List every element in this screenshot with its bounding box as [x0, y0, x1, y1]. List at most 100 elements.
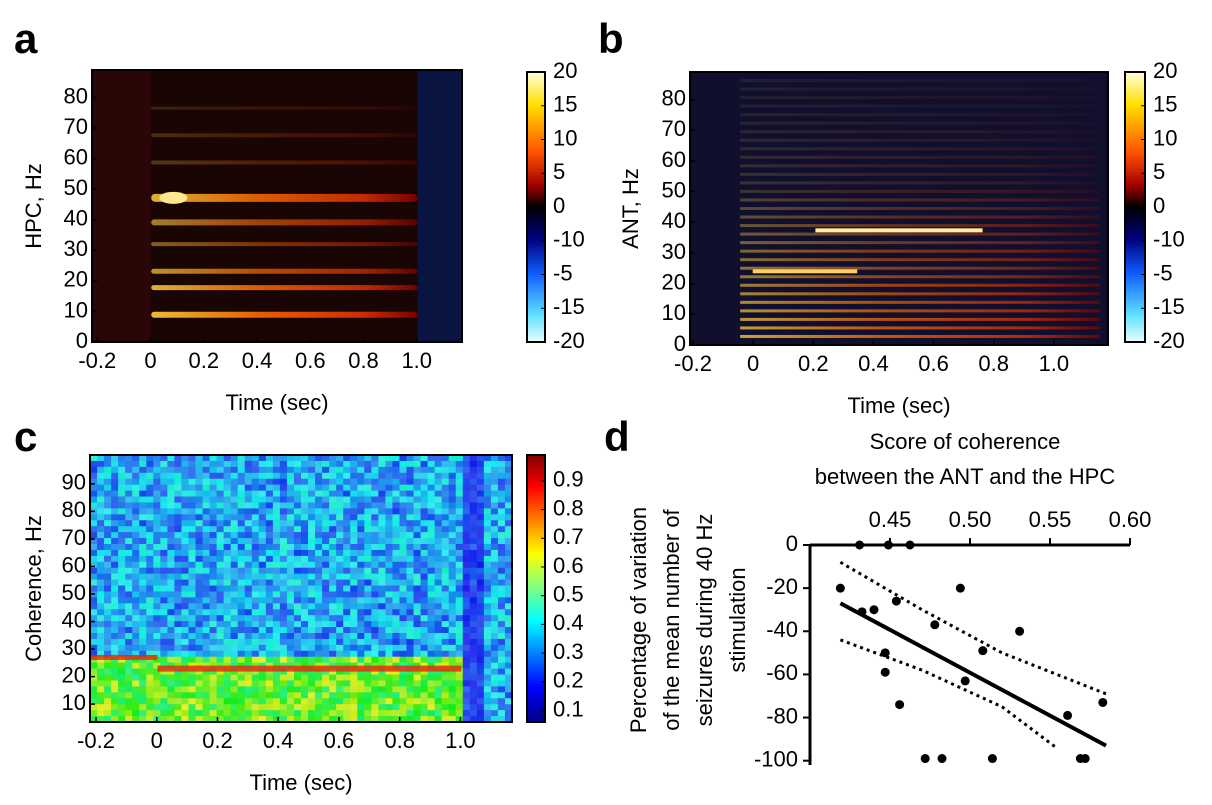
heatmap-cell	[174, 633, 183, 640]
heatmap-cell	[420, 656, 429, 664]
heatmap-cell	[118, 455, 126, 462]
heatmap-cell	[308, 561, 316, 569]
heatmap-cell	[350, 455, 358, 462]
heatmap-cell	[364, 686, 372, 693]
heatmap-cell	[118, 686, 126, 693]
heatmap-cell	[258, 538, 267, 545]
colorbar-tick-label: 0.7	[553, 524, 584, 549]
heatmap-cell	[364, 692, 372, 699]
heatmap-cell	[385, 526, 394, 533]
heatmap-cell	[125, 514, 133, 521]
heatmap-cell	[139, 573, 147, 581]
heatmap-cell	[406, 591, 415, 598]
heatmap-cell	[462, 621, 471, 628]
heatmap-cell	[497, 490, 506, 498]
heatmap-cell	[420, 466, 429, 474]
heatmap-cell	[216, 526, 225, 533]
heatmap-cell	[202, 644, 211, 652]
heatmap-cell	[244, 466, 253, 474]
heatmap-cell	[293, 585, 302, 593]
heatmap-cell	[139, 633, 147, 640]
heatmap-cell	[469, 692, 478, 699]
heatmap-cell	[322, 484, 330, 492]
heatmap-cell	[301, 668, 309, 676]
heatmap-cell	[336, 502, 344, 509]
heatmap-cell	[97, 549, 105, 557]
heatmap-cell	[476, 662, 485, 670]
heatmap-cell	[364, 650, 372, 658]
colorbar-tick-label: -10	[1153, 227, 1185, 252]
heatmap-cell	[251, 555, 260, 563]
heatmap-cell	[146, 591, 154, 598]
heatmap-cell	[90, 526, 98, 533]
heatmap-cell	[420, 621, 429, 628]
heatmap-cell	[322, 644, 330, 652]
heatmap-cell	[104, 603, 112, 610]
heatmap-cell	[216, 656, 225, 664]
heatmap-cell	[385, 686, 394, 693]
heatmap-cell	[308, 496, 316, 504]
heatmap-cell	[308, 674, 316, 682]
heatmap-cell	[315, 508, 323, 515]
heatmap-cell	[315, 460, 323, 468]
heatmap-cell	[279, 698, 288, 705]
heatmap-cell	[427, 460, 436, 468]
data-point	[955, 583, 965, 593]
heatmap-cell	[125, 710, 133, 717]
heatmap-cell	[188, 615, 197, 622]
heatmap-cell	[315, 514, 323, 521]
heatmap-cell	[434, 603, 443, 610]
heatmap-cell	[209, 496, 218, 504]
heatmap-cell	[90, 615, 98, 622]
heatmap-cell	[399, 674, 408, 682]
heatmap-cell	[406, 526, 415, 533]
heatmap-cell	[350, 585, 358, 593]
heatmap-cell	[223, 627, 232, 634]
heatmap-cell	[293, 466, 302, 474]
heatmap-cell	[188, 597, 197, 604]
heatmap-cell	[195, 544, 204, 551]
heatmap-cell	[244, 710, 253, 717]
heatmap-cell	[118, 662, 126, 670]
heatmap-cell	[216, 496, 225, 504]
heatmap-cell	[427, 502, 436, 509]
x-tick-label: -0.2	[77, 728, 115, 753]
heatmap-cell	[251, 656, 260, 664]
heatmap-cell	[350, 484, 358, 492]
heatmap-cell	[202, 621, 211, 628]
heatmap-cell	[329, 460, 337, 468]
heatmap-cell	[104, 621, 112, 628]
heatmap-cell	[202, 484, 211, 492]
heatmap-cell	[104, 567, 112, 575]
heatmap-cell	[195, 514, 204, 521]
heatmap-cell	[272, 478, 281, 486]
heatmap-cell	[336, 650, 344, 658]
heatmap-cell	[111, 615, 119, 622]
heatmap-cell	[301, 484, 309, 492]
heatmap-cell	[258, 674, 267, 682]
heatmap-cell	[469, 573, 478, 581]
heatmap-cell	[406, 692, 415, 699]
heatmap-cell	[427, 627, 436, 634]
heatmap-cell	[378, 656, 386, 664]
heatmap-cell	[371, 502, 379, 509]
heatmap-cell	[118, 532, 126, 539]
heatmap-cell	[329, 597, 337, 604]
heatmap-cell	[392, 668, 401, 676]
heatmap-cell	[237, 472, 246, 480]
heatmap-cell	[195, 597, 204, 604]
heatmap-cell	[322, 555, 330, 563]
heatmap-cell	[385, 585, 394, 593]
heatmap-cell	[497, 674, 506, 682]
heatmap-cell	[462, 656, 471, 664]
heatmap-cell	[265, 674, 274, 682]
heatmap-cell	[357, 609, 365, 616]
heatmap-cell	[476, 674, 485, 682]
heatmap-cell	[434, 526, 443, 533]
heatmap-cell	[160, 508, 168, 515]
heatmap-cell	[469, 508, 478, 515]
heatmap-cell	[462, 692, 471, 699]
heatmap-cell	[455, 508, 464, 515]
heatmap-cell	[104, 472, 112, 480]
heatmap-cell	[336, 555, 344, 563]
